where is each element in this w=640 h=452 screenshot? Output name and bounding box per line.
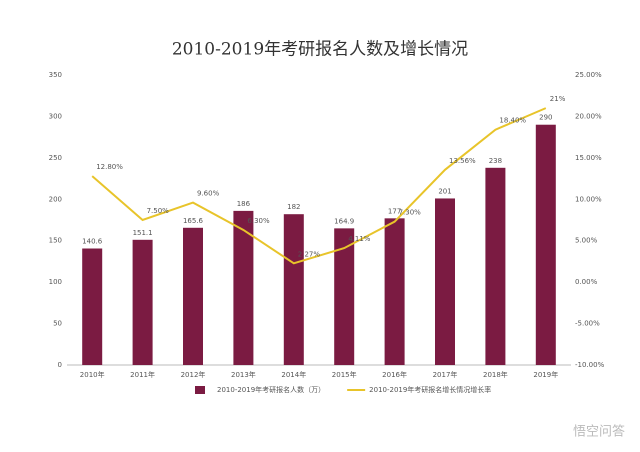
bar [535,124,556,365]
bar [183,227,203,365]
x-tick-label: 2017年 [433,370,458,379]
y2-tick-label: -5.00% [575,320,600,328]
line-value-label: 9.60% [197,190,220,198]
x-tick-label: 2010年 [80,370,105,379]
y-tick-label: 350 [49,71,62,79]
line-value-label: 4.11% [348,235,371,243]
bar-value-label: 238 [489,157,502,165]
x-tick-label: 2018年 [483,370,508,379]
legend-label: 2010-2019年考研报名增长情况增长率 [369,385,491,394]
bar [435,198,455,365]
y-tick-label: 250 [49,154,62,162]
y-tick-label: 50 [53,320,62,328]
y2-tick-label: 20.00% [575,112,602,120]
bar-value-label: 182 [287,203,300,211]
line-value-label: 18.40% [499,117,526,125]
bar [485,167,506,365]
bar-value-label: 201 [438,187,451,195]
x-tick-label: 2013年 [231,370,256,379]
x-tick-label: 2016年 [382,370,407,379]
bar-value-label: 164.9 [334,217,354,225]
watermark: 悟空问答 [573,424,625,440]
bar [283,214,304,365]
chart-title: 2010-2019年考研报名人数及增长情况 [172,40,468,60]
bar [82,248,103,365]
y2-tick-label: 25.00% [575,71,602,79]
y-tick-label: 100 [49,278,62,286]
legend-label: 2010-2019年考研报名人数（万） [217,385,325,394]
legend-swatch [195,386,205,394]
line-value-label: 6.30% [247,217,270,225]
y2-tick-label: 15.00% [575,154,602,162]
line-value-label: 7.30% [399,209,422,217]
bar-value-label: 151.1 [133,229,153,237]
x-tick-label: 2012年 [181,370,206,379]
bar [384,218,405,365]
line-value-label: 7.50% [147,207,170,215]
x-tick-label: 2014年 [281,370,306,379]
y-tick-label: 0 [58,361,62,369]
x-tick-label: 2019年 [533,370,558,379]
bar [334,228,355,365]
y-tick-label: 300 [49,112,62,120]
line-value-label: 13.56% [449,157,476,165]
y-tick-label: 200 [49,195,62,203]
line-value-label: 2.27% [298,250,321,258]
bar [233,210,254,365]
bar [132,239,153,365]
bar-value-label: 140.6 [82,238,103,246]
y2-tick-label: 0.00% [575,278,598,286]
x-tick-label: 2011年 [130,370,155,379]
x-tick-label: 2015年 [332,370,357,379]
line-value-label: 12.80% [96,163,123,171]
bar-value-label: 290 [539,114,552,122]
y2-tick-label: 5.00% [575,237,598,245]
line-value-label: 21% [550,95,566,103]
y2-tick-label: -10.00% [575,361,605,369]
line [91,107,547,265]
y2-tick-label: 10.00% [575,195,602,203]
y-tick-label: 150 [49,237,62,245]
bar-value-label: 177 [388,207,401,215]
bar-value-label: 165.6 [183,217,204,225]
bar-value-label: 186 [237,200,251,208]
